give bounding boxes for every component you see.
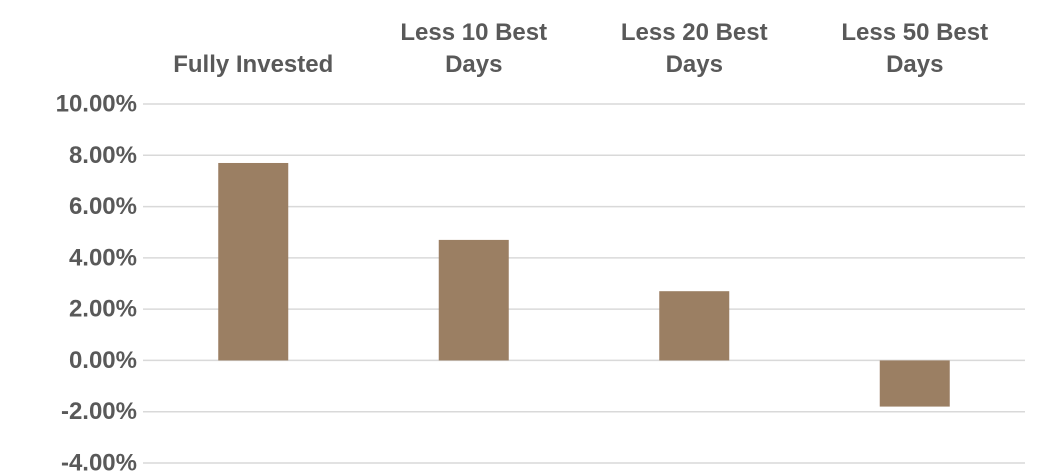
bar — [218, 162, 289, 361]
category-label: Days — [445, 51, 502, 78]
y-tick-label: 4.00% — [69, 244, 137, 271]
category-label: Less 10 Best — [400, 19, 547, 46]
gridlines — [143, 103, 1025, 464]
y-tick-label: 0.00% — [69, 347, 137, 374]
bar — [438, 239, 509, 361]
bar — [879, 360, 950, 407]
category-label: Days — [886, 51, 943, 78]
bar — [659, 291, 730, 361]
y-tick-label: 10.00% — [56, 91, 137, 118]
category-label: Less 20 Best — [621, 19, 768, 46]
y-tick-label: 2.00% — [69, 296, 137, 323]
y-axis-tick-labels: 10.00% 8.00% 6.00% 4.00% 2.00% 0.00% -2.00% -4.… — [56, 91, 137, 476]
category-label: Less 50 Best — [841, 19, 988, 46]
y-tick-label: 8.00% — [69, 142, 137, 169]
bars — [218, 162, 950, 407]
category-label: Days — [666, 51, 723, 78]
y-tick-label: -4.00% — [61, 450, 137, 476]
y-tick-label: -2.00% — [61, 398, 137, 425]
category-labels: Fully Invested Less 10 Best Days Less 20 Be… — [173, 19, 988, 78]
category-label: Fully Invested — [173, 51, 333, 78]
y-tick-label: 6.00% — [69, 193, 137, 220]
